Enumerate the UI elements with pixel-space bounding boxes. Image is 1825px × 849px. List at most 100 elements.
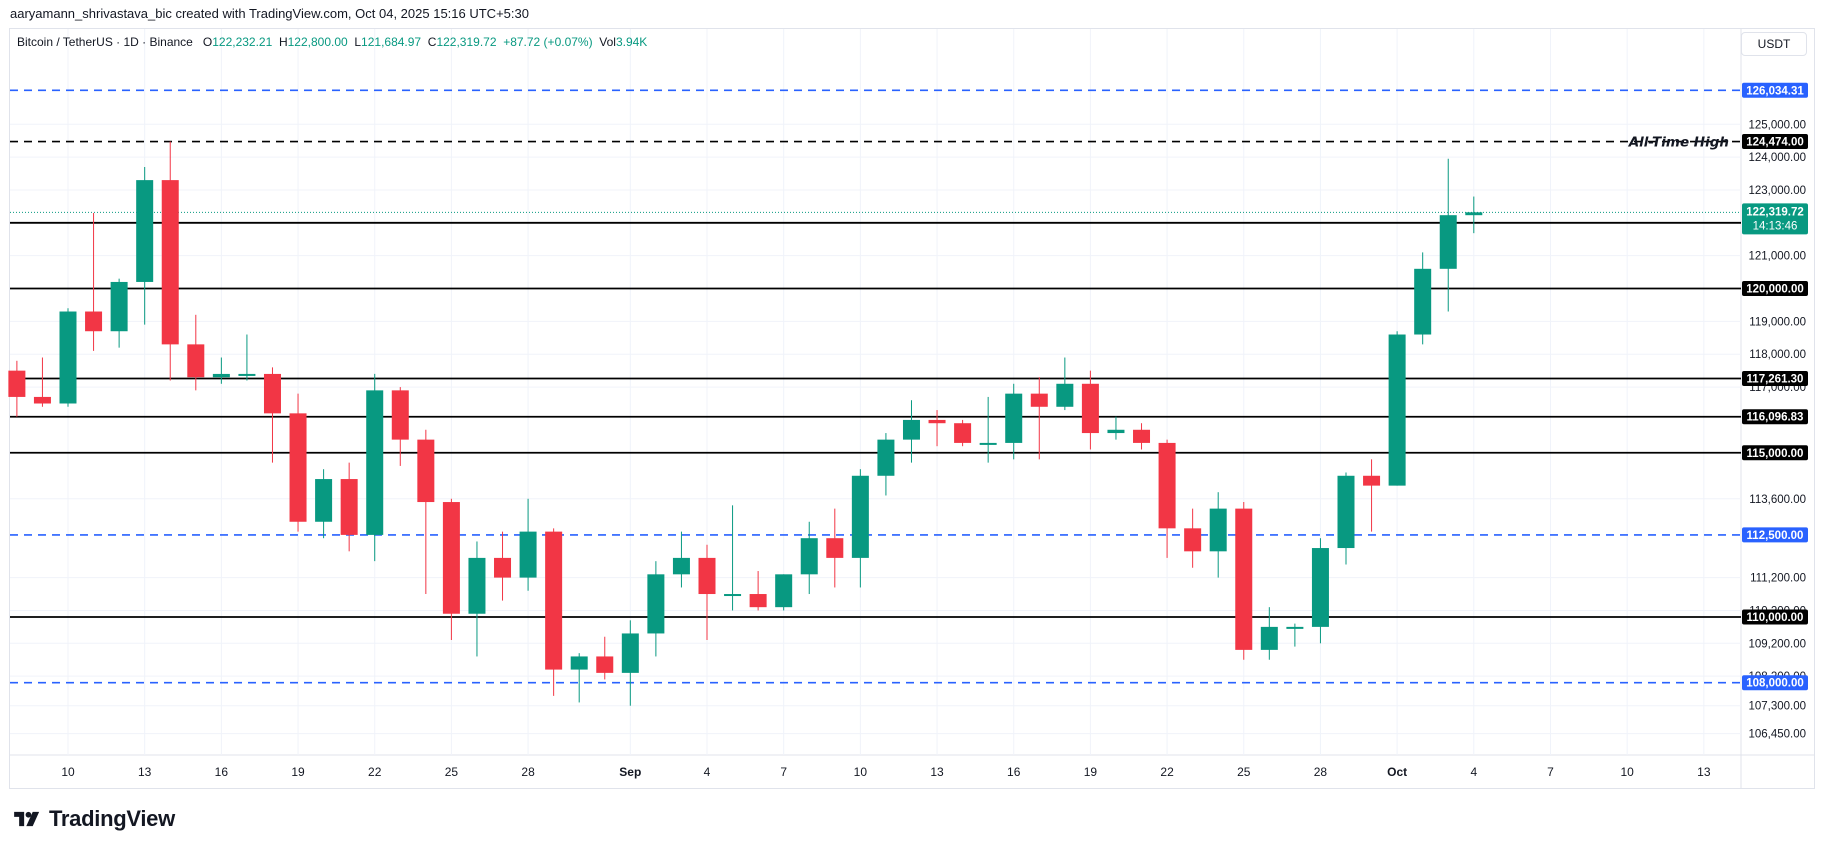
- x-tick-label: 4: [704, 765, 711, 779]
- candle-body: [724, 594, 742, 597]
- candle-body: [1107, 429, 1125, 434]
- x-tick-label: 25: [1237, 765, 1251, 779]
- candle-body: [596, 656, 614, 673]
- level-price-label-bg: [1742, 134, 1808, 150]
- x-tick-label: 13: [930, 765, 944, 779]
- candle: [1414, 252, 1432, 345]
- x-tick-label: 7: [1547, 765, 1554, 779]
- level-price-label-bg: [1742, 609, 1808, 625]
- candle: [238, 334, 256, 381]
- x-tick-label: 4: [1470, 765, 1477, 779]
- open-value: 122,232.21: [212, 35, 273, 49]
- brand-name: TradingView: [49, 806, 175, 831]
- level-price-label: 108,000.00: [1746, 678, 1804, 690]
- last-price-label-bg: [1742, 203, 1808, 235]
- x-tick-label: 16: [1007, 765, 1021, 779]
- x-tick-label: 25: [445, 765, 459, 779]
- tradingview-logo-icon: [14, 811, 40, 827]
- candle: [877, 433, 895, 496]
- y-tick-label: 124,000.00: [1748, 152, 1806, 164]
- candle: [1184, 508, 1202, 568]
- candle-body: [1005, 393, 1023, 443]
- level-price-label: 124,474.00: [1746, 137, 1804, 149]
- candle-body: [1235, 508, 1253, 650]
- y-tick-label: 125,000.00: [1748, 119, 1806, 131]
- low-value: 121,684.97: [361, 35, 422, 49]
- x-axis: 10 13 16 19 22 25 28 Sep 4 7 10 13 16 19 22 25 28 Oct 4 7 10…: [61, 765, 1711, 779]
- candle: [161, 141, 179, 381]
- candle-body: [187, 344, 205, 378]
- candle: [1235, 502, 1253, 660]
- candle: [212, 357, 230, 384]
- currency-button[interactable]: USDT: [1741, 32, 1807, 56]
- candle-body: [545, 531, 563, 670]
- candle: [570, 653, 588, 703]
- candle-body: [340, 479, 358, 535]
- candle-body: [1363, 475, 1381, 486]
- vol-label: Vol: [599, 35, 616, 49]
- candle-body: [33, 396, 51, 404]
- candle-body: [85, 311, 103, 332]
- candle-body: [902, 419, 920, 440]
- candle: [775, 574, 793, 611]
- candle-body: [212, 373, 230, 378]
- level-price-label: 115,000.00: [1747, 448, 1804, 460]
- last-price-label: 122,319.72: [1746, 206, 1804, 218]
- candle-body: [672, 557, 690, 575]
- candle: [545, 528, 563, 696]
- tradingview-brand[interactable]: TradingView: [11, 806, 175, 832]
- x-tick-label: 10: [854, 765, 868, 779]
- level-price-label-bg: [1742, 370, 1808, 386]
- close-label: C: [427, 35, 437, 49]
- x-tick-label: 16: [215, 765, 229, 779]
- candle: [928, 410, 946, 447]
- candle-body: [851, 475, 869, 558]
- candle: [621, 620, 639, 706]
- level-price-label: 126,034.31: [1746, 85, 1804, 97]
- x-tick-label: 28: [1314, 765, 1328, 779]
- candle: [749, 571, 767, 611]
- candle: [1081, 370, 1099, 450]
- candle: [366, 373, 384, 562]
- candle-body: [621, 633, 639, 673]
- x-tick-label: 10: [61, 765, 75, 779]
- candle-body: [1439, 215, 1457, 269]
- candle: [1286, 623, 1304, 647]
- candle: [315, 469, 333, 539]
- candle: [1107, 416, 1125, 440]
- level-price-label-bg: [1742, 82, 1808, 98]
- candle-body: [1465, 212, 1483, 216]
- candle-body: [1286, 626, 1304, 629]
- candle-body: [979, 442, 997, 445]
- candle: [800, 521, 818, 595]
- y-tick-label: 107,300.00: [1748, 701, 1806, 713]
- candle-body: [494, 557, 512, 578]
- candle-body: [417, 439, 435, 503]
- candle: [1133, 423, 1151, 450]
- candle: [1209, 492, 1227, 578]
- x-tick-label: 13: [1697, 765, 1711, 779]
- level-price-label-bg: [1742, 445, 1808, 461]
- candle-body: [110, 281, 128, 332]
- candle-body: [8, 370, 26, 397]
- candle-body: [1184, 528, 1202, 552]
- y-tick-label: 123,000.00: [1748, 185, 1806, 197]
- candle-body: [442, 502, 460, 614]
- candle: [1439, 158, 1457, 312]
- candle: [1388, 331, 1406, 486]
- candle: [1158, 439, 1176, 558]
- chart-caption: aaryamann_shrivastava_bic created with T…: [10, 6, 529, 21]
- candles: [8, 141, 1483, 706]
- level-price-label: 116,096.83: [1747, 412, 1804, 424]
- candle-body: [289, 413, 307, 522]
- level-price-label-bg: [1742, 409, 1808, 425]
- countdown-label: 14:13:46: [1753, 220, 1798, 232]
- candle-body: [238, 373, 256, 376]
- candle: [263, 367, 281, 463]
- candle: [1465, 196, 1483, 234]
- candle-body: [59, 311, 77, 404]
- candle-body: [647, 574, 665, 634]
- candle-body: [698, 557, 716, 595]
- level-price-label-bg: [1742, 675, 1808, 691]
